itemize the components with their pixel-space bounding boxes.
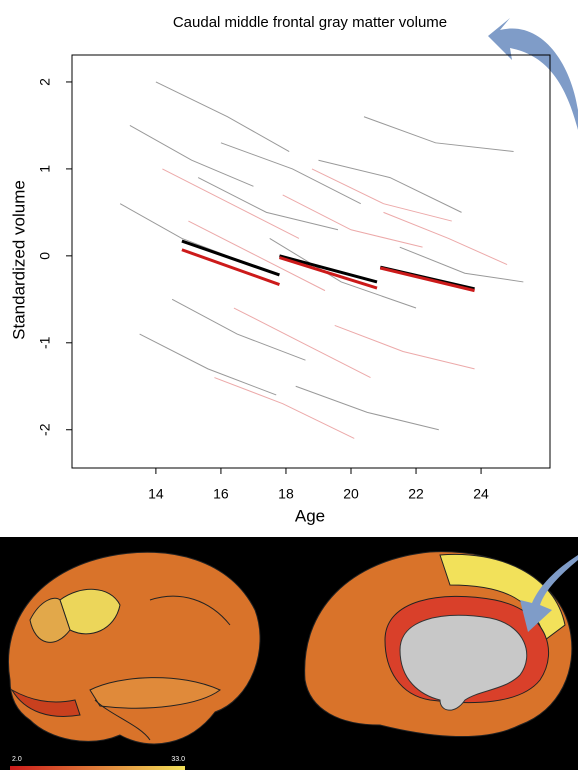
trajectory <box>269 238 417 309</box>
arrow <box>488 18 578 130</box>
y-tick-label: 1 <box>37 165 53 173</box>
brain-lateral <box>8 551 261 745</box>
trajectory <box>318 159 462 213</box>
colorbar-min: 2.0 <box>12 756 22 763</box>
trajectory <box>295 385 439 431</box>
fit-line <box>379 266 475 293</box>
trajectory <box>399 246 524 283</box>
x-tick-label: 20 <box>343 486 359 502</box>
trajectory <box>220 142 361 205</box>
fit-line <box>181 239 280 277</box>
trajectory <box>334 324 475 370</box>
trajectory <box>155 81 290 152</box>
colorbar <box>10 766 185 770</box>
y-axis-label: Standardized volume <box>9 180 28 340</box>
trajectory <box>214 377 355 439</box>
trajectory <box>363 116 514 153</box>
x-tick-label: 24 <box>473 486 489 502</box>
x-tick-label: 14 <box>148 486 164 502</box>
y-tick-label: 0 <box>37 252 53 260</box>
colorbar-max: 33.0 <box>171 756 185 763</box>
x-tick-label: 16 <box>213 486 229 502</box>
trajectory <box>129 124 254 187</box>
fit-line <box>279 254 378 284</box>
arrow <box>520 555 578 632</box>
y-tick-label: -2 <box>37 423 53 436</box>
trajectory <box>162 168 300 239</box>
x-tick-label: 18 <box>278 486 294 502</box>
fit-line <box>279 256 378 290</box>
fit-line <box>181 248 280 286</box>
trajectory <box>233 307 371 379</box>
x-tick-label: 22 <box>408 486 424 502</box>
trajectory <box>282 194 423 248</box>
trajectory <box>171 298 306 361</box>
brain-medial <box>304 551 573 737</box>
trajectory <box>383 211 508 265</box>
trajectory <box>311 168 452 222</box>
y-tick-label: -1 <box>37 336 53 349</box>
trajectory <box>139 333 277 396</box>
x-axis-label: Age <box>295 506 325 525</box>
plot-frame <box>71 54 551 469</box>
y-tick-label: 2 <box>37 78 53 86</box>
chart-title: Caudal middle frontal gray matter volume <box>173 14 447 31</box>
trajectory <box>188 220 326 292</box>
trajectory <box>197 177 339 231</box>
trajectory <box>119 203 251 266</box>
